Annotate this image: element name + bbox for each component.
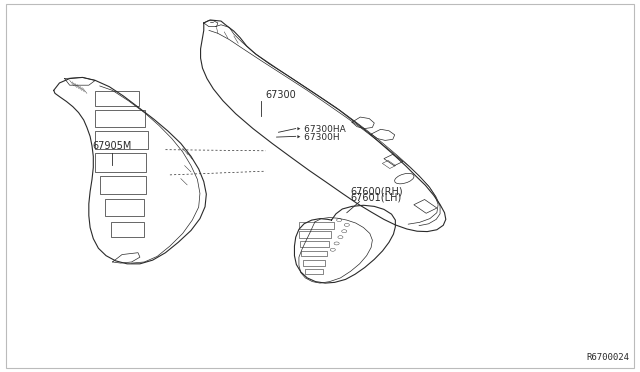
Text: ‣ 67300HA: ‣ 67300HA bbox=[296, 125, 346, 134]
Bar bbox=[300, 241, 329, 247]
Text: 67905M: 67905M bbox=[92, 141, 131, 151]
Bar bbox=[414, 199, 437, 213]
Bar bbox=[384, 154, 403, 166]
Bar bbox=[301, 251, 327, 256]
Bar bbox=[305, 269, 323, 274]
Text: R6700024: R6700024 bbox=[587, 353, 630, 362]
Bar bbox=[95, 110, 145, 127]
Text: 67601(LH): 67601(LH) bbox=[351, 193, 402, 203]
Bar bbox=[303, 260, 325, 266]
Text: 67600(RH): 67600(RH) bbox=[351, 186, 403, 196]
Bar bbox=[105, 199, 145, 217]
Text: 67300: 67300 bbox=[266, 90, 296, 100]
Bar bbox=[382, 161, 396, 169]
Bar bbox=[100, 176, 146, 194]
Text: ‣ 67300H: ‣ 67300H bbox=[296, 133, 340, 142]
Bar bbox=[299, 231, 331, 238]
Bar bbox=[95, 153, 147, 172]
Bar bbox=[95, 131, 148, 149]
Bar bbox=[95, 91, 139, 106]
Bar bbox=[299, 222, 334, 229]
Bar bbox=[111, 222, 145, 237]
